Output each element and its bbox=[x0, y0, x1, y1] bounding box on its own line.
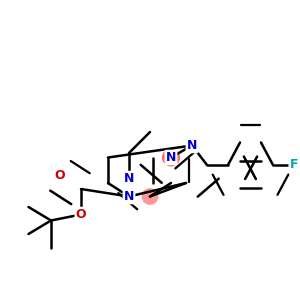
Text: N: N bbox=[166, 151, 176, 164]
Text: N: N bbox=[124, 190, 134, 203]
Text: O: O bbox=[55, 169, 65, 182]
Text: O: O bbox=[76, 208, 86, 221]
Text: N: N bbox=[124, 172, 134, 185]
Circle shape bbox=[142, 188, 158, 205]
Circle shape bbox=[162, 148, 180, 166]
Text: N: N bbox=[187, 139, 197, 152]
Text: F: F bbox=[290, 158, 298, 172]
